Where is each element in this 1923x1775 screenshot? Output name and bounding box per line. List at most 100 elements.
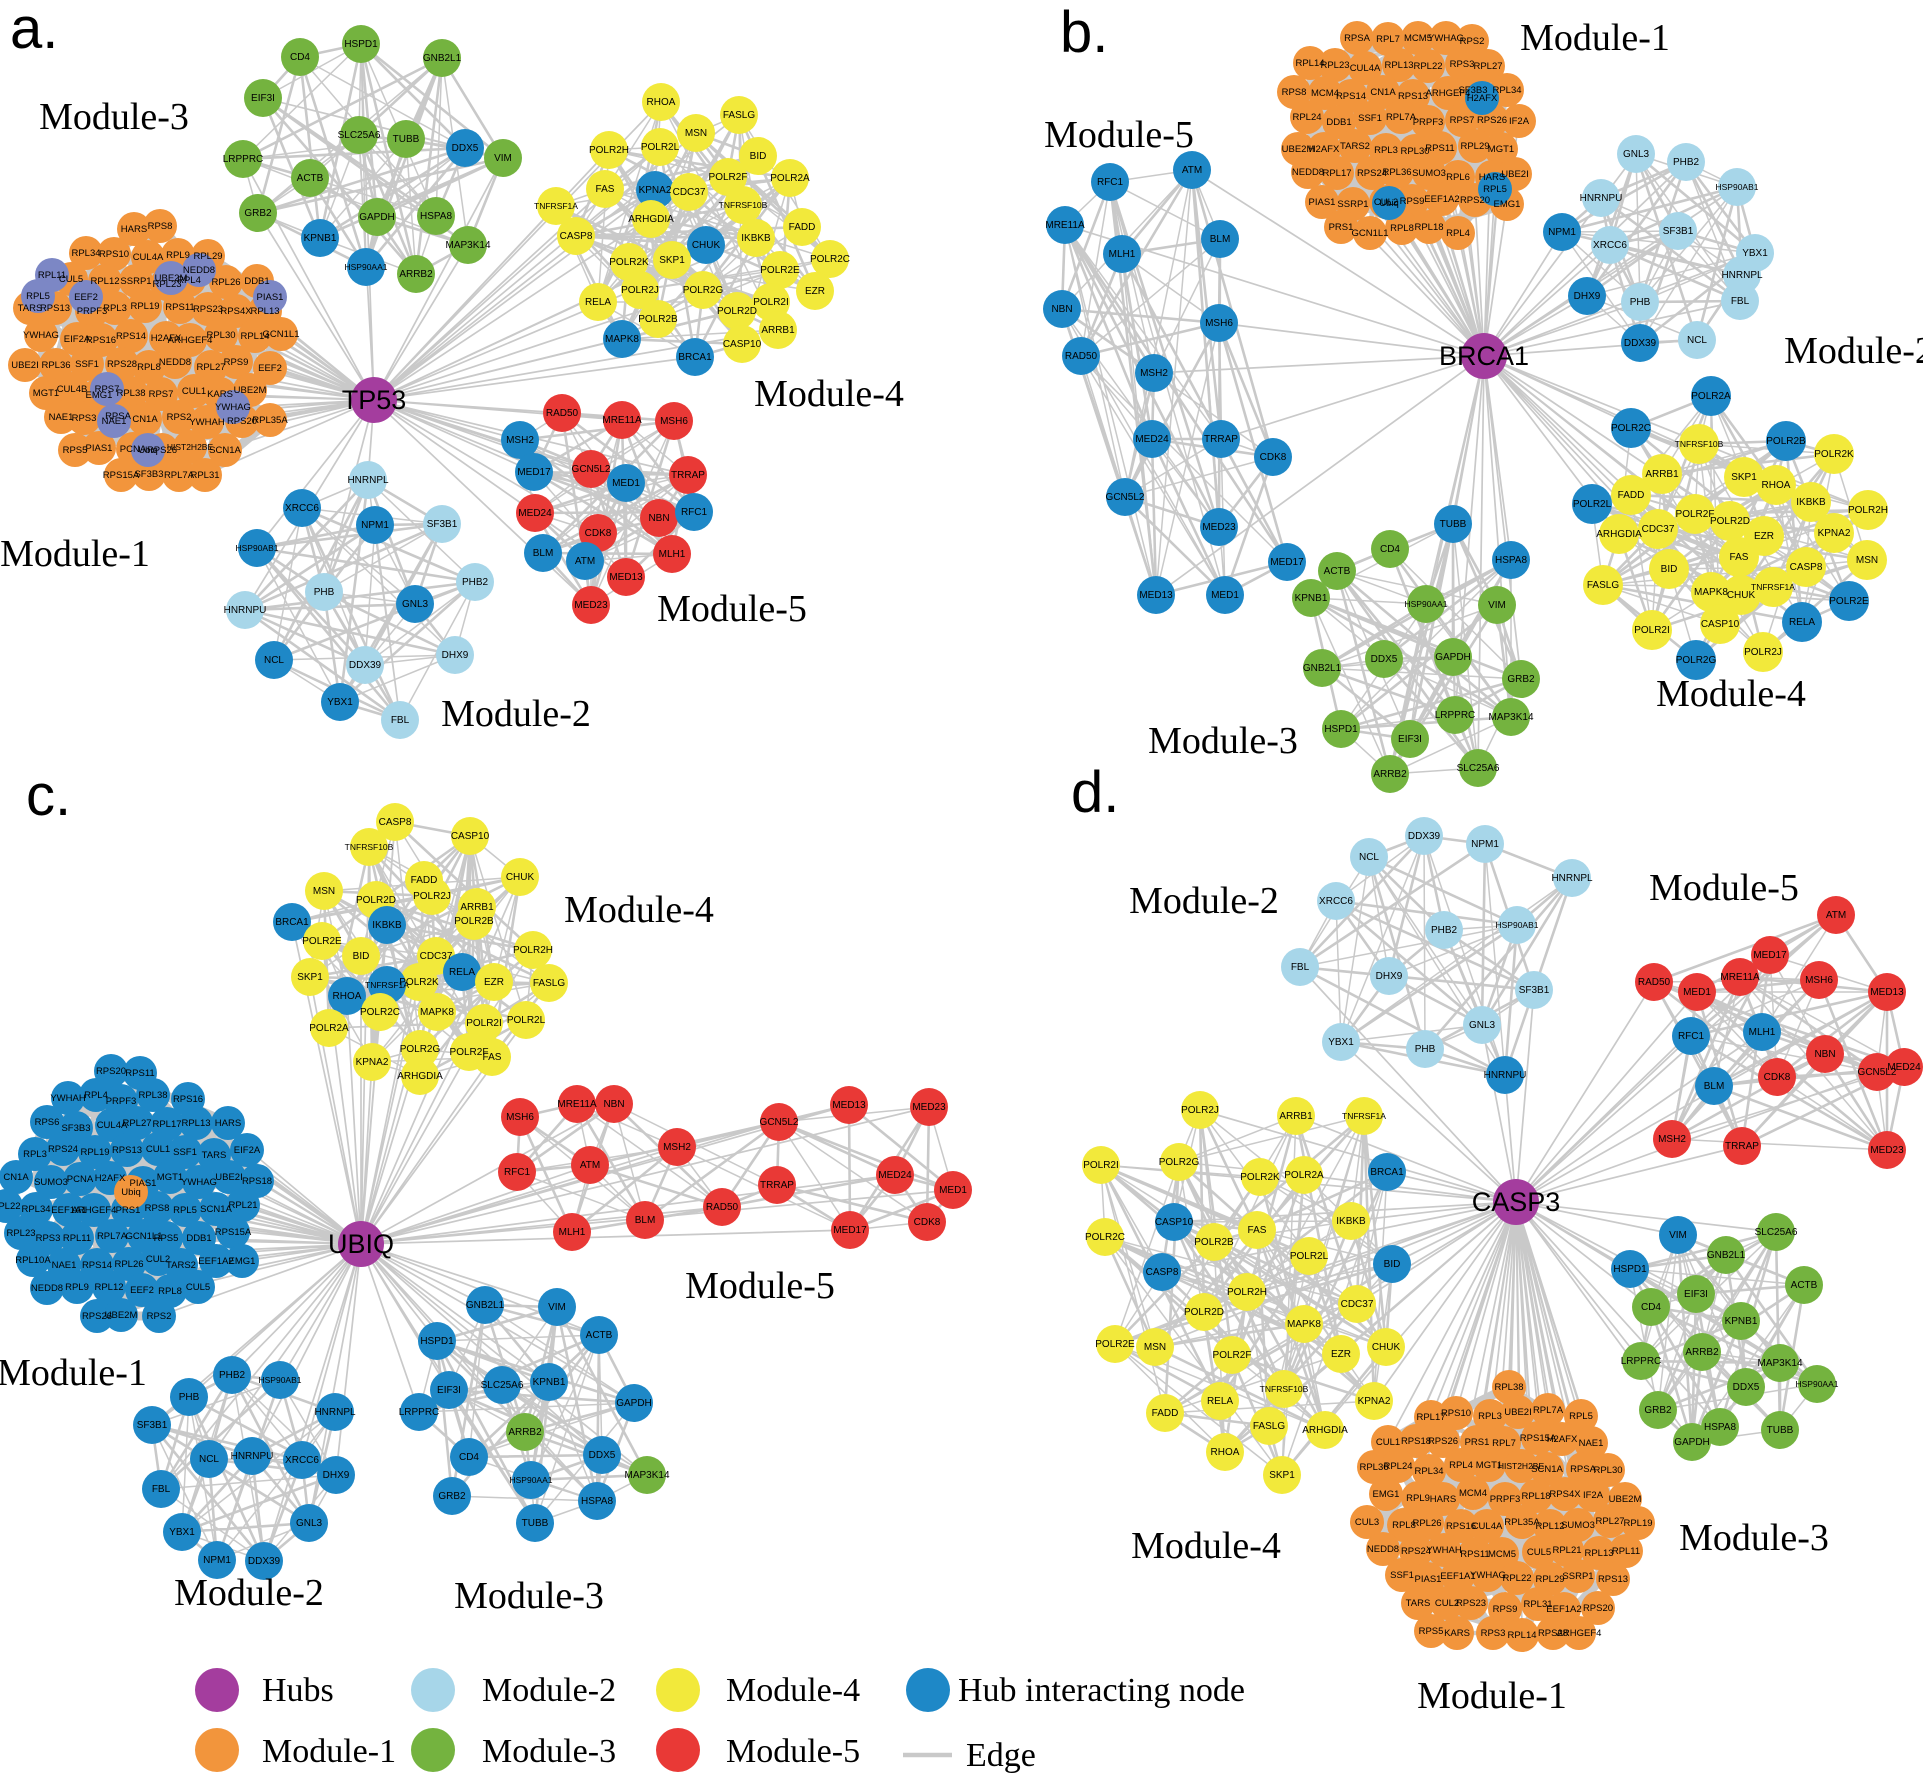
svg-text:TRRAP: TRRAP [760,1180,794,1191]
svg-text:d.: d. [1071,760,1119,825]
svg-text:RPL19: RPL19 [80,1147,109,1158]
svg-text:PRPF3: PRPF3 [1413,117,1444,128]
svg-text:RAD50: RAD50 [546,408,579,419]
svg-text:BRCA1: BRCA1 [275,917,309,928]
svg-text:DHX9: DHX9 [323,1470,350,1481]
svg-text:MAPK8: MAPK8 [420,1007,454,1018]
svg-text:FADD: FADD [1618,490,1645,501]
svg-text:MGT1: MGT1 [1488,144,1514,155]
svg-text:PRPF3: PRPF3 [1490,1494,1521,1505]
svg-text:DHX9: DHX9 [1574,291,1601,302]
svg-text:MCM4: MCM4 [1311,88,1339,99]
svg-text:POLR2L: POLR2L [1573,499,1612,510]
svg-text:POLR2C: POLR2C [1085,1232,1125,1243]
svg-text:RPL29: RPL29 [1460,141,1489,152]
svg-text:RPL27: RPL27 [1595,1516,1624,1527]
svg-text:RPS14: RPS14 [82,1260,112,1271]
svg-text:Module-2: Module-2 [174,1572,324,1614]
svg-text:GNB2L1: GNB2L1 [1303,663,1342,674]
svg-text:SSRP1: SSRP1 [1337,199,1368,210]
svg-text:RPL3: RPL3 [23,1149,47,1160]
svg-text:POLR2E: POLR2E [302,936,342,947]
svg-text:YBX1: YBX1 [1742,248,1768,259]
svg-text:HARS: HARS [121,224,147,235]
svg-text:FASLG: FASLG [723,110,755,121]
svg-text:POLR2E: POLR2E [760,265,800,276]
svg-text:RPL29: RPL29 [1535,1574,1564,1585]
svg-text:MCM4: MCM4 [1459,1488,1487,1499]
svg-text:MAP3K14: MAP3K14 [445,240,490,251]
svg-text:RPL31: RPL31 [190,470,219,481]
svg-text:POLR2K: POLR2K [1814,449,1854,460]
svg-text:RPL18: RPL18 [1521,1491,1550,1502]
svg-text:PIAS1: PIAS1 [1415,1574,1442,1585]
svg-text:POLR2I: POLR2I [1083,1160,1119,1171]
svg-text:ATM: ATM [1182,165,1202,176]
svg-text:POLR2E: POLR2E [1829,596,1869,607]
svg-text:Module-2: Module-2 [441,693,591,735]
svg-text:BID: BID [1384,1259,1401,1270]
svg-text:RPS20: RPS20 [1460,195,1490,206]
svg-text:MED24: MED24 [1135,434,1169,445]
svg-text:IKBKB: IKBKB [372,920,402,931]
svg-text:PHB: PHB [179,1392,200,1403]
svg-text:EEF1A2: EEF1A2 [1424,194,1459,205]
svg-text:MAPK8: MAPK8 [1287,1319,1321,1330]
svg-text:CUL2: CUL2 [146,1254,170,1265]
svg-text:POLR2H: POLR2H [589,145,629,156]
svg-text:FBL: FBL [391,715,410,726]
svg-text:POLR2G: POLR2G [1159,1157,1200,1168]
svg-text:RPS23: RPS23 [1456,1598,1486,1609]
svg-text:POLR2A: POLR2A [1284,1170,1324,1181]
svg-text:RELA: RELA [449,967,475,978]
svg-text:GCN5L2: GCN5L2 [1858,1067,1897,1078]
svg-text:SF3B1: SF3B1 [427,519,458,530]
svg-text:POLR2G: POLR2G [400,1044,441,1055]
svg-text:SF3B1: SF3B1 [1663,226,1694,237]
svg-text:XRCC6: XRCC6 [285,503,319,514]
svg-text:CD4: CD4 [459,1452,479,1463]
svg-text:RPS11: RPS11 [1460,1549,1489,1560]
svg-text:IF2A: IF2A [1583,1490,1604,1501]
svg-text:EEF2: EEF2 [74,292,98,303]
svg-text:CASP10: CASP10 [1155,1217,1194,1228]
svg-text:KPNA2: KPNA2 [356,1057,389,1068]
svg-text:Module-5: Module-5 [1649,867,1799,909]
svg-text:RPL13: RPL13 [250,306,279,317]
svg-text:TNFRSF10B: TNFRSF10B [1260,1384,1309,1394]
svg-text:RPL13: RPL13 [1584,1548,1613,1559]
svg-text:RPS28: RPS28 [107,359,137,370]
svg-text:TRRAP: TRRAP [671,470,705,481]
svg-text:RHOA: RHOA [647,97,676,108]
svg-text:RPL34: RPL34 [71,248,100,259]
svg-text:FASLG: FASLG [1587,580,1619,591]
svg-text:RPL38: RPL38 [1494,1382,1523,1393]
svg-text:MED17: MED17 [517,467,551,478]
svg-text:Module-4: Module-4 [564,889,714,931]
svg-text:MSN: MSN [1856,555,1878,566]
svg-text:SCN1A: SCN1A [209,445,241,456]
svg-text:PHB: PHB [1415,1044,1436,1055]
svg-text:GCN5L2: GCN5L2 [1106,492,1145,503]
svg-text:MED24: MED24 [878,1170,912,1181]
svg-text:Hub interacting node: Hub interacting node [958,1672,1245,1709]
svg-text:RPS3: RPS3 [72,413,97,424]
svg-text:Module-1: Module-1 [1417,1675,1567,1717]
svg-text:DHX9: DHX9 [442,650,469,661]
svg-text:PIAS1: PIAS1 [257,292,284,303]
svg-text:YWHAG: YWHAG [1470,1570,1506,1581]
svg-text:RPS13: RPS13 [40,303,70,314]
svg-text:TNFRSF1A: TNFRSF1A [1751,582,1795,592]
svg-text:HSPD1: HSPD1 [1613,1264,1647,1275]
svg-text:PCNA: PCNA [120,444,147,455]
svg-text:RELA: RELA [1207,1396,1233,1407]
svg-text:CN1A: CN1A [3,1172,29,1183]
svg-text:ARRB1: ARRB1 [1279,1111,1313,1122]
svg-text:BLM: BLM [1704,1081,1725,1092]
svg-text:EIF2A: EIF2A [64,334,91,345]
svg-text:EEF2: EEF2 [258,363,282,374]
svg-text:RPL17: RPL17 [152,1119,181,1130]
svg-text:POLR2L: POLR2L [1290,1251,1329,1262]
svg-text:CHUK: CHUK [506,872,535,883]
svg-text:RPS5: RPS5 [1419,1626,1444,1637]
